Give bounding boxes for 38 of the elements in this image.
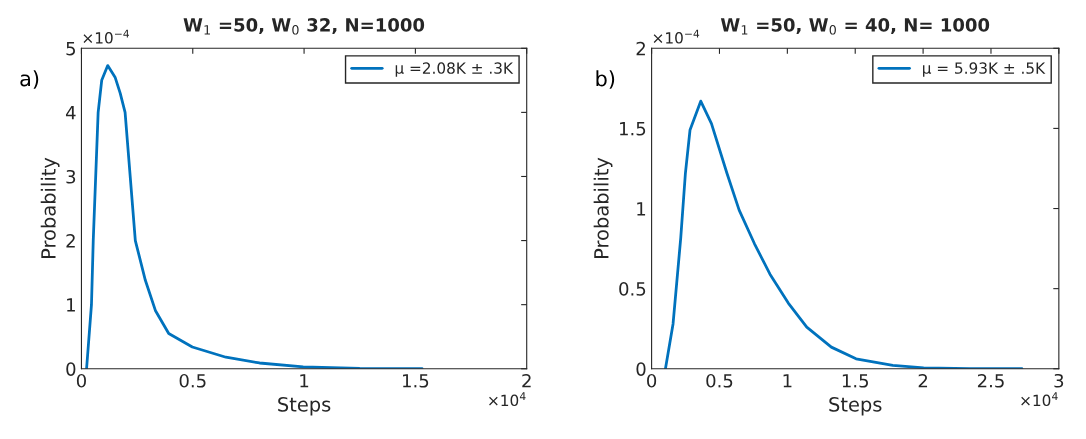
text: ×10$^{4}$	[489, 392, 526, 407]
text: b)	[596, 70, 615, 89]
x-tick-label: 0	[76, 373, 86, 388]
x-tick-label: 0.5	[179, 373, 206, 388]
text: ×10$^{4}$	[1021, 392, 1058, 407]
x-axis-title: Steps	[278, 396, 331, 416]
y-axis-title: Probability	[593, 157, 613, 259]
line-series	[664, 99, 1024, 369]
y-tick-label: 0	[66, 362, 76, 376]
y-tick-label: 1	[637, 202, 646, 216]
y-tick-label: 1	[67, 298, 75, 312]
y-tick-label: 1.5	[620, 122, 646, 136]
y-tick-label: 3	[66, 169, 76, 184]
text: ×10$^{−4}$	[653, 29, 700, 44]
legend-label: μ =2.08K ± .3K	[395, 62, 514, 77]
text: a)	[20, 70, 39, 89]
x-tick-label: 1	[300, 374, 309, 388]
x-tick-label: 0.5	[706, 373, 733, 388]
legend-label: μ = 5.93K ± .5K	[923, 62, 1046, 77]
text: ×10$^{−4}$	[83, 29, 129, 44]
x-tick-label: 2	[918, 373, 928, 388]
chart-title: W$_{1}$ =50, W$_{0}$ = 40, N= 1000	[720, 18, 990, 35]
x-tick-label: 0	[647, 373, 657, 388]
x-tick-label: 3	[1054, 373, 1064, 388]
x-tick-label: 1.5	[842, 374, 869, 388]
x-tick-label: 1	[783, 374, 792, 388]
x-tick-label: 1.5	[403, 374, 429, 388]
chart-title: W$_{1}$ =50, W$_{0}$ 32, N=1000	[183, 18, 425, 35]
x-tick-label: 2.5	[977, 373, 1004, 388]
y-tick-label: 2	[636, 41, 645, 56]
x-axis-title: Steps	[829, 396, 882, 416]
y-tick-label: 5	[66, 41, 76, 56]
x-tick-label: 2	[522, 373, 531, 388]
y-tick-label: 0.5	[619, 282, 646, 296]
y-tick-label: 2	[66, 234, 75, 248]
y-axis-title: Probability	[40, 157, 60, 259]
y-tick-label: 4	[65, 106, 76, 120]
y-tick-label: 0	[636, 362, 646, 376]
